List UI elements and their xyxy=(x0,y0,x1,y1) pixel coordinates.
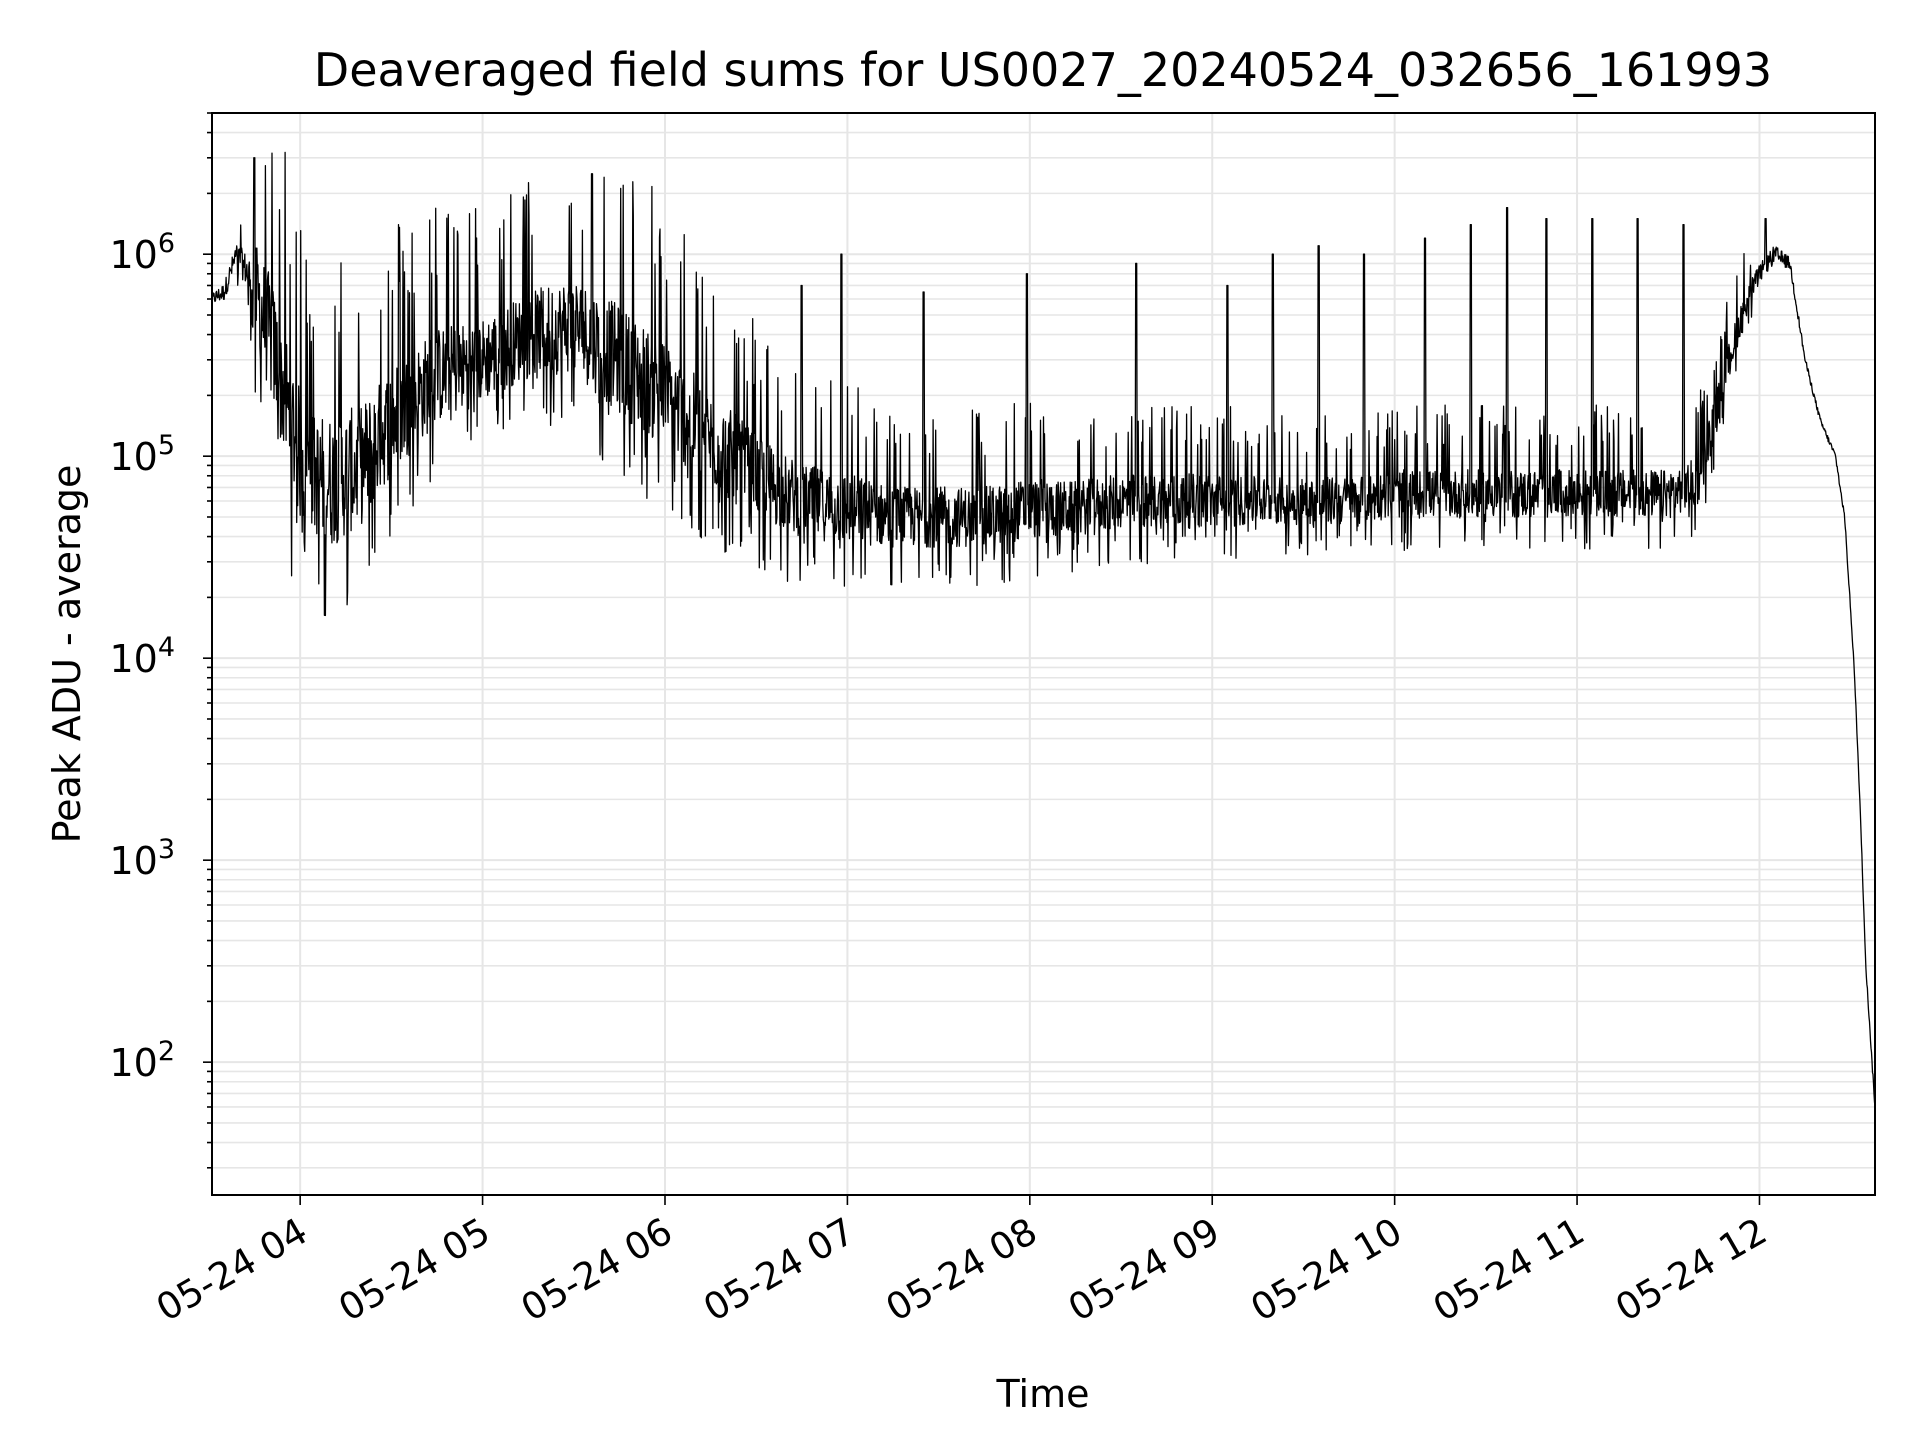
y-axis: 102 103 104 105 106 xyxy=(109,112,212,1169)
y-tick-label: 106 xyxy=(109,228,175,277)
series-line xyxy=(211,151,1876,1108)
series-layer xyxy=(211,151,1876,1108)
y-tick-label: 105 xyxy=(109,430,175,479)
y-tick-label: 103 xyxy=(109,834,175,883)
grid xyxy=(212,112,1875,1195)
plot-frame xyxy=(211,112,1876,1196)
y-tick-label: 104 xyxy=(109,632,175,681)
x-axis-label: Time xyxy=(996,1372,1090,1416)
y-axis-label: Peak ADU - average xyxy=(45,465,89,844)
y-tick-label: 102 xyxy=(109,1036,175,1085)
chart-title: Deaveraged field sums for US0027_2024052… xyxy=(314,43,1772,97)
